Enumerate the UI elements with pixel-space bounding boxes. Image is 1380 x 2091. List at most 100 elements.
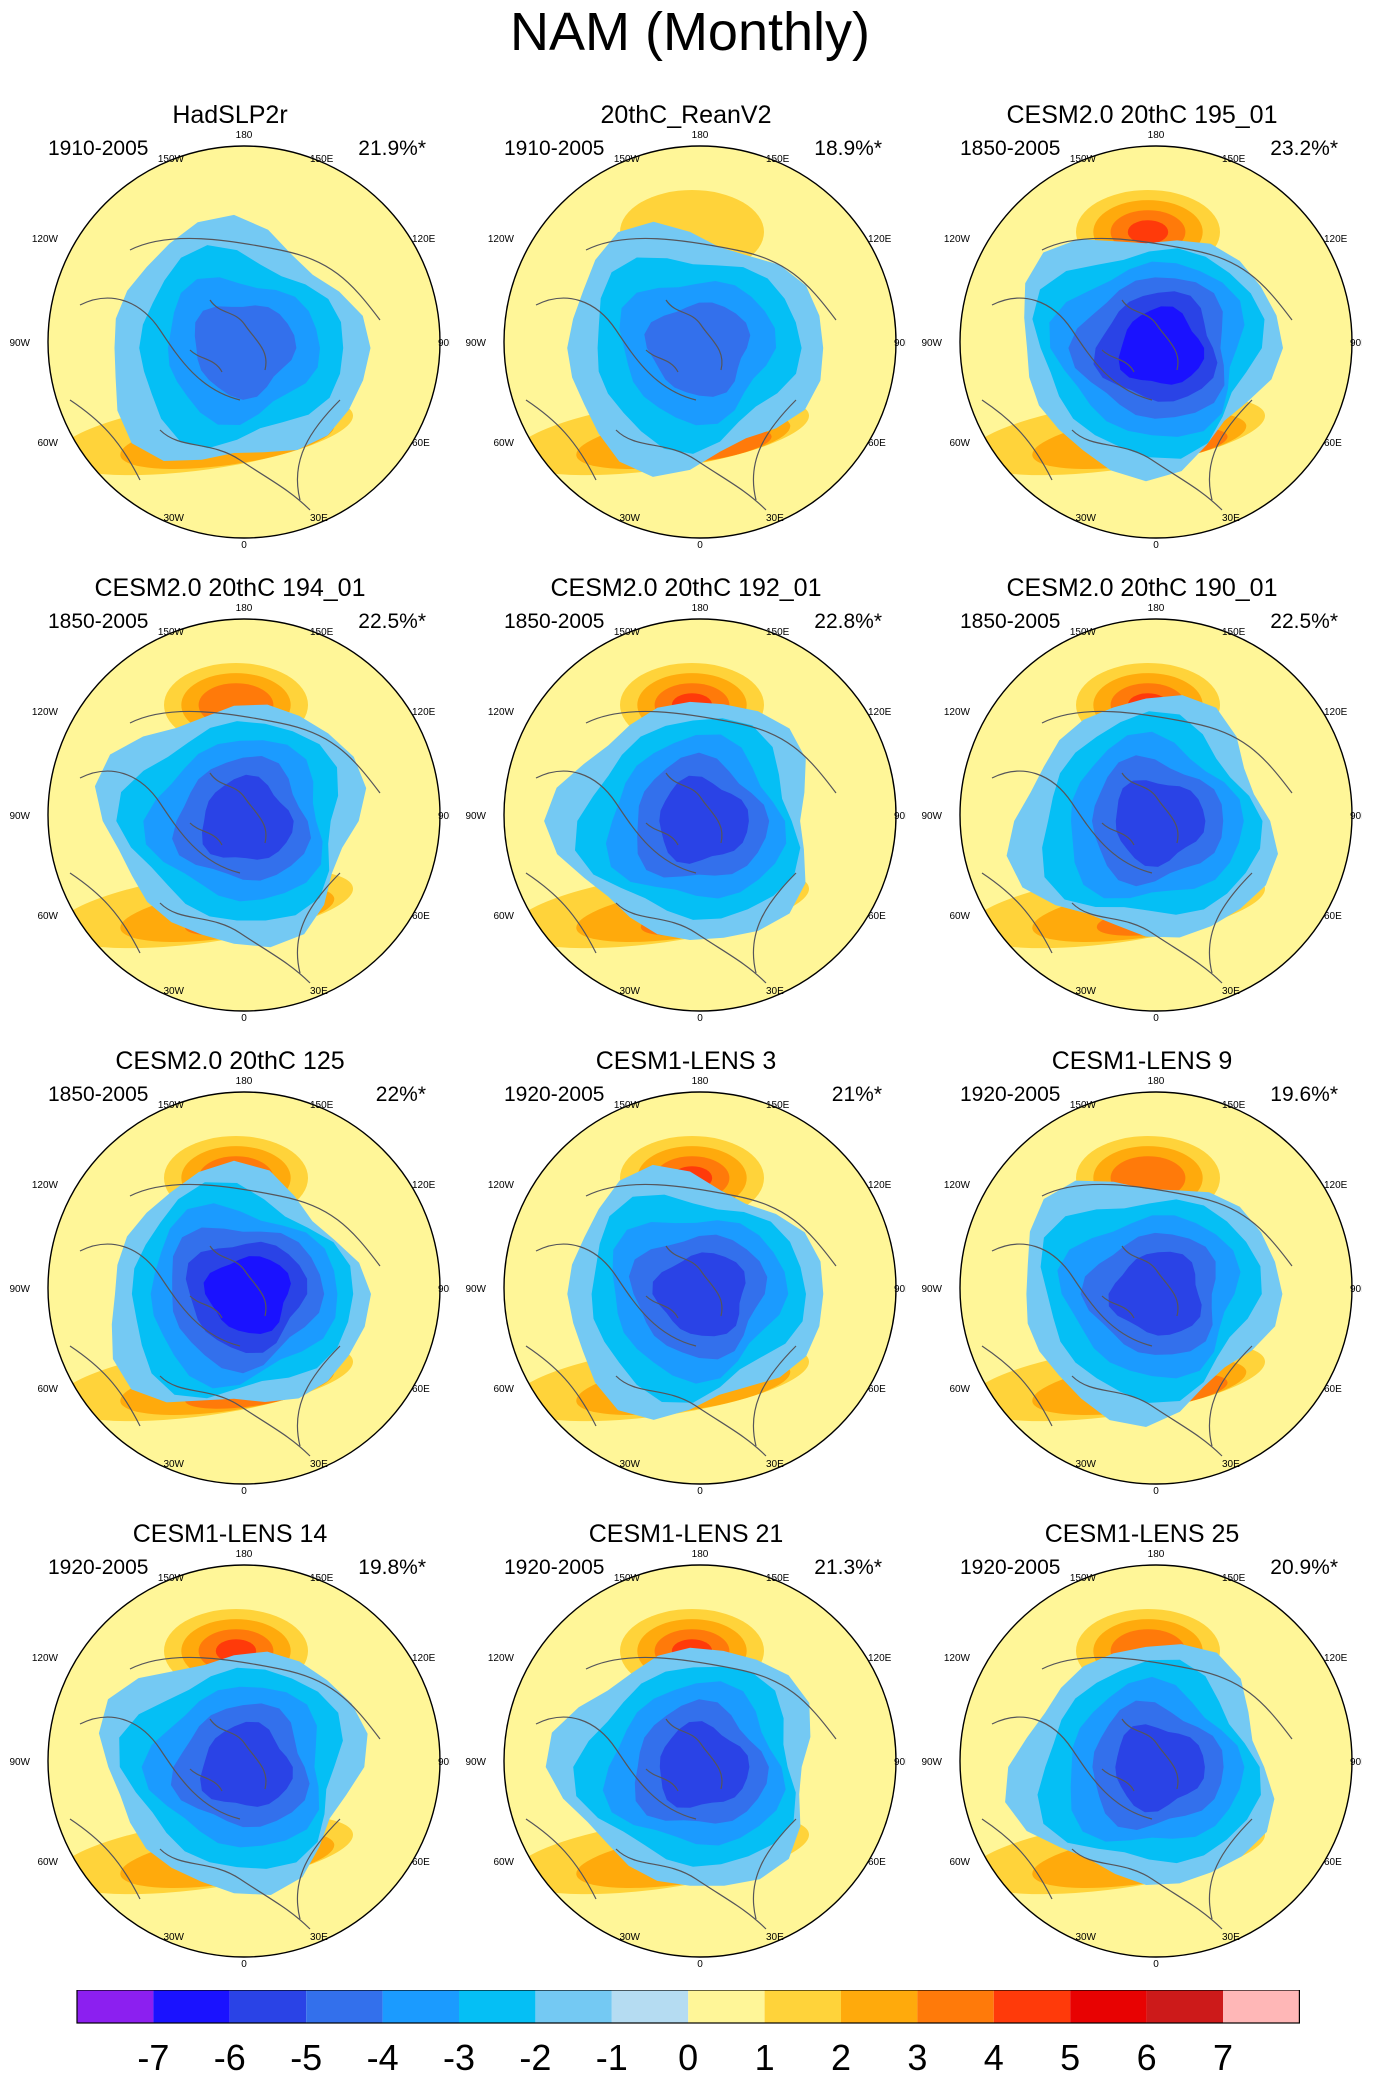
lon-label-30e: 30E xyxy=(1222,986,1240,997)
map-panel: 180 150W 150E 120W 120E 90W 90E 60W 60E 30W 30E 0 CE… xyxy=(10,1519,450,1989)
lon-label-60e: 60E xyxy=(412,911,430,922)
panel-period: 1910-2005 xyxy=(48,137,149,160)
coastline xyxy=(525,399,597,481)
colorbar-swatch xyxy=(153,1990,230,2023)
map-panel: 180 150W 150E 120W 120E 90W 90E 60W 60E 30W 30E 0 CE… xyxy=(922,1046,1362,1516)
lon-label-60w: 60W xyxy=(37,1857,58,1868)
map-boundary xyxy=(959,1564,1353,1958)
lon-label-90e: 90E xyxy=(894,338,906,349)
lon-label-30w: 30W xyxy=(1075,1459,1096,1470)
colorbar: -7 -6 -5 -4 -3 -2 -1 0 1 2 3 4 5 6 7 xyxy=(0,1989,1380,2086)
lon-label-60e: 60E xyxy=(1324,438,1342,449)
coastline xyxy=(981,872,1053,954)
lon-label-60e: 60E xyxy=(868,911,886,922)
panel-variance: 22.5%* xyxy=(1270,610,1338,633)
contour-field xyxy=(960,1565,1352,1957)
lon-label-60w: 60W xyxy=(493,1857,514,1868)
lon-label-60e: 60E xyxy=(1324,1384,1342,1395)
lon-label-120w: 120W xyxy=(944,1653,971,1664)
panel-title: CESM1-LENS 14 xyxy=(132,1520,328,1548)
lon-label-30e: 30E xyxy=(310,1459,328,1470)
coastline xyxy=(1101,1768,1135,1792)
coastline xyxy=(1071,1375,1223,1457)
coastline xyxy=(585,1656,837,1740)
coastline xyxy=(296,1818,341,1920)
panel-period: 1920-2005 xyxy=(960,1556,1061,1579)
lon-label-30e: 30E xyxy=(1222,1932,1240,1943)
lon-label-120e: 120E xyxy=(1324,1653,1348,1664)
contour-arctic xyxy=(1118,306,1205,385)
coastline xyxy=(296,399,341,501)
lon-label-180: 180 xyxy=(692,130,709,141)
panel-period: 1850-2005 xyxy=(960,137,1061,160)
polar-map: 180 150W 150E 120W 120E 90W 90E 60W 60E 30W 30E 0 xyxy=(466,603,906,1024)
coastline xyxy=(1208,872,1253,974)
lon-label-60w: 60W xyxy=(949,1857,970,1868)
lon-label-30w: 30W xyxy=(619,1459,640,1470)
map-boundary xyxy=(47,1564,441,1958)
lon-label-120e: 120E xyxy=(412,1653,436,1664)
coastline xyxy=(1071,429,1223,511)
lon-label-30w: 30W xyxy=(163,1459,184,1470)
coastline xyxy=(1208,399,1253,501)
lon-label-150w: 150W xyxy=(158,1573,185,1584)
coastline xyxy=(752,872,797,974)
lon-label-30e: 30E xyxy=(310,1932,328,1943)
coastline xyxy=(1041,237,1293,321)
panel-variance: 22.8%* xyxy=(814,610,882,633)
panel-period: 1850-2005 xyxy=(504,610,605,633)
lon-label-120e: 120E xyxy=(412,234,436,245)
coastline xyxy=(535,770,697,874)
lon-label-30e: 30E xyxy=(766,986,784,997)
coastline xyxy=(159,429,311,511)
lon-label-90w: 90W xyxy=(10,1284,31,1295)
coastline xyxy=(69,1818,141,1900)
contour-arctic xyxy=(659,775,749,864)
map-boundary xyxy=(47,145,441,539)
coastline xyxy=(645,349,679,373)
lon-label-30w: 30W xyxy=(163,513,184,524)
colorbar-swatch xyxy=(1070,1990,1147,2023)
panel-title: CESM1-LENS 25 xyxy=(1044,1520,1240,1548)
lon-label-120e: 120E xyxy=(1324,1180,1348,1191)
panel-variance: 22.5%* xyxy=(358,610,426,633)
lon-label-0: 0 xyxy=(241,1013,247,1024)
panel-title: CESM1-LENS 21 xyxy=(588,1520,784,1548)
map-panel: 180 150W 150E 120W 120E 90W 90E 60W 60E 30W 30E 0 20… xyxy=(466,100,906,570)
colorbar-swatch xyxy=(611,1990,689,2023)
contour-field xyxy=(504,146,896,538)
lon-label-150e: 150E xyxy=(310,154,334,165)
panel-title: HadSLP2r xyxy=(172,101,288,129)
coastline xyxy=(615,1848,767,1930)
lon-label-90e: 90E xyxy=(894,811,906,822)
map-panel: 180 150W 150E 120W 120E 90W 90E 60W 60E 30W 30E 0 CE… xyxy=(466,573,906,1043)
coastline xyxy=(645,1768,679,1792)
lon-label-150w: 150W xyxy=(1070,1100,1097,1111)
coastline xyxy=(159,1848,311,1930)
lon-label-120e: 120E xyxy=(868,234,892,245)
colorbar-frame xyxy=(76,1989,1301,2024)
lon-label-90w: 90W xyxy=(10,1757,31,1768)
lon-label-90e: 90E xyxy=(1350,1757,1362,1768)
coastline xyxy=(665,1718,723,1790)
panel-period: 1850-2005 xyxy=(960,610,1061,633)
coastline xyxy=(585,237,837,321)
lon-label-90e: 90E xyxy=(1350,811,1362,822)
polar-map: 180 150W 150E 120W 120E 90W 90E 60W 60E 30W 30E 0 xyxy=(922,603,1362,1024)
coastline xyxy=(665,1245,723,1317)
lon-label-0: 0 xyxy=(697,1013,703,1024)
map-panel: 180 150W 150E 120W 120E 90W 90E 60W 60E 30W 30E 0 CE… xyxy=(922,100,1362,570)
lon-label-90e: 90E xyxy=(894,1757,906,1768)
map-boundary xyxy=(503,145,897,539)
panel-variance: 21%* xyxy=(831,1083,882,1106)
coastline xyxy=(296,872,341,974)
lon-label-150e: 150E xyxy=(766,1100,790,1111)
lon-label-120e: 120E xyxy=(868,1180,892,1191)
coastline xyxy=(535,1716,697,1820)
colorbar-swatch xyxy=(917,1990,994,2023)
lon-label-180: 180 xyxy=(236,603,253,614)
polar-map: 180 150W 150E 120W 120E 90W 90E 60W 60E 30W 30E 0 xyxy=(466,1076,906,1497)
lon-label-150e: 150E xyxy=(1222,1100,1246,1111)
map-boundary xyxy=(959,618,1353,1012)
contour-pacific xyxy=(1127,220,1169,244)
